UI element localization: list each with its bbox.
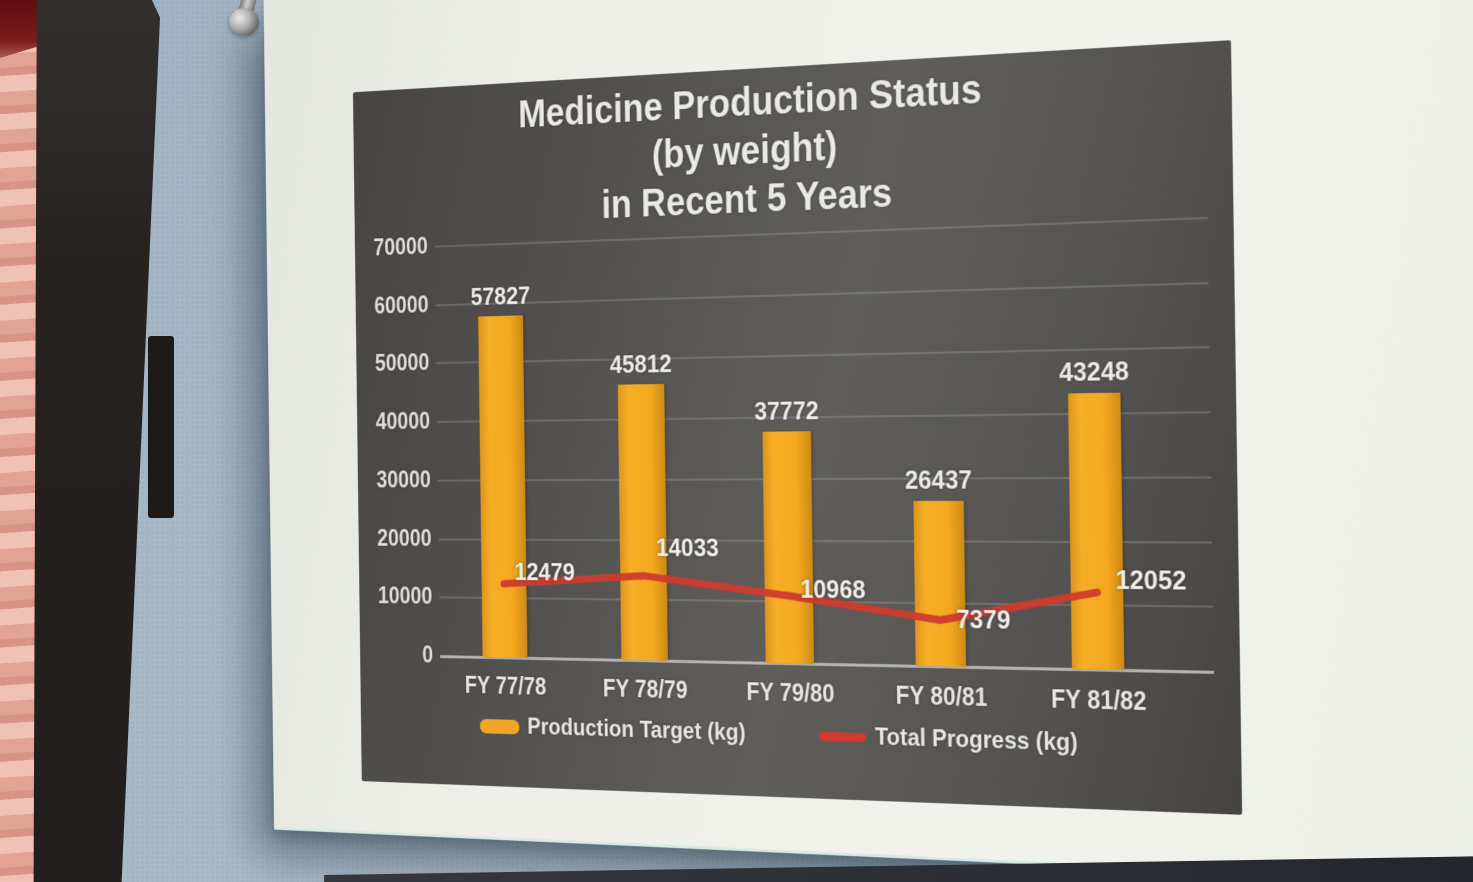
chart-panel: Medicine Production Status (by weight) i… bbox=[352, 40, 1243, 815]
curtain bbox=[0, 0, 40, 882]
metal-pin-icon bbox=[221, 0, 273, 46]
chart-paper: Medicine Production Status (by weight) i… bbox=[263, 0, 1473, 882]
dark-strip-tab bbox=[148, 336, 174, 518]
line-value-label: 12052 bbox=[1115, 563, 1187, 596]
plot-area: 70000 60000 50000 40000 30000 20000 10000 0 5782… bbox=[353, 40, 1242, 815]
total-progress-line bbox=[353, 40, 1242, 815]
line-value-label: 10968 bbox=[800, 574, 866, 605]
pin-head bbox=[229, 8, 259, 36]
bar-series-swatch-icon bbox=[479, 718, 520, 734]
line-value-label: 7379 bbox=[956, 604, 1011, 636]
line-value-label: 12479 bbox=[514, 556, 575, 587]
line-value-label: 14033 bbox=[655, 532, 719, 563]
line-series-swatch-icon bbox=[819, 731, 867, 742]
